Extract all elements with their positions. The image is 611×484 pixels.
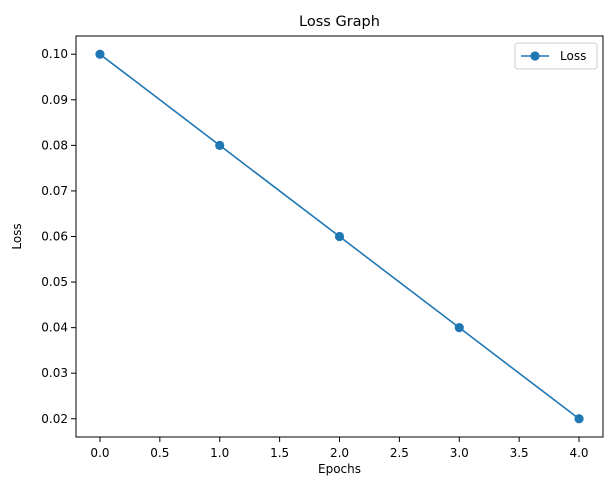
x-tick-label: 2.5 [390, 446, 409, 460]
y-tick-label: 0.09 [41, 93, 68, 107]
legend: Loss [514, 42, 598, 70]
y-tick-label: 0.10 [41, 47, 68, 61]
x-tick-label: 4.0 [569, 446, 588, 460]
y-tick-label: 0.04 [41, 321, 68, 335]
y-tick-label: 0.02 [41, 412, 68, 426]
x-tick-label: 1.0 [210, 446, 229, 460]
x-tick-label: 0.0 [90, 446, 109, 460]
x-tick-label: 3.5 [510, 446, 529, 460]
y-tick-label: 0.07 [41, 184, 68, 198]
series-loss [95, 49, 584, 424]
x-tick-label: 1.5 [270, 446, 289, 460]
y-tick-label: 0.05 [41, 275, 68, 289]
x-tick-label: 2.0 [330, 446, 349, 460]
data-point [574, 414, 584, 424]
x-tick-label: 3.0 [450, 446, 469, 460]
legend-box [514, 42, 598, 70]
legend-marker [530, 51, 540, 61]
y-tick-label: 0.03 [41, 366, 68, 380]
data-point [454, 323, 464, 333]
y-tick-label: 0.06 [41, 230, 68, 244]
data-point [215, 140, 225, 150]
x-axis: 0.0 0.5 1.0 1.5 2.0 2.5 3.0 3.5 4.0 [90, 437, 589, 460]
x-axis-label: Epochs [318, 462, 361, 476]
data-point [334, 231, 345, 242]
chart-title: Loss Graph [299, 14, 380, 30]
y-axis-label: Loss [10, 223, 24, 249]
y-tick-label: 0.08 [41, 138, 68, 152]
x-tick-label: 0.5 [150, 446, 169, 460]
y-axis: 0.02 0.03 0.04 0.05 0.06 0.07 0.08 0.09 0.10 [41, 47, 76, 426]
legend-label: Loss [560, 49, 586, 63]
data-point [95, 49, 105, 59]
